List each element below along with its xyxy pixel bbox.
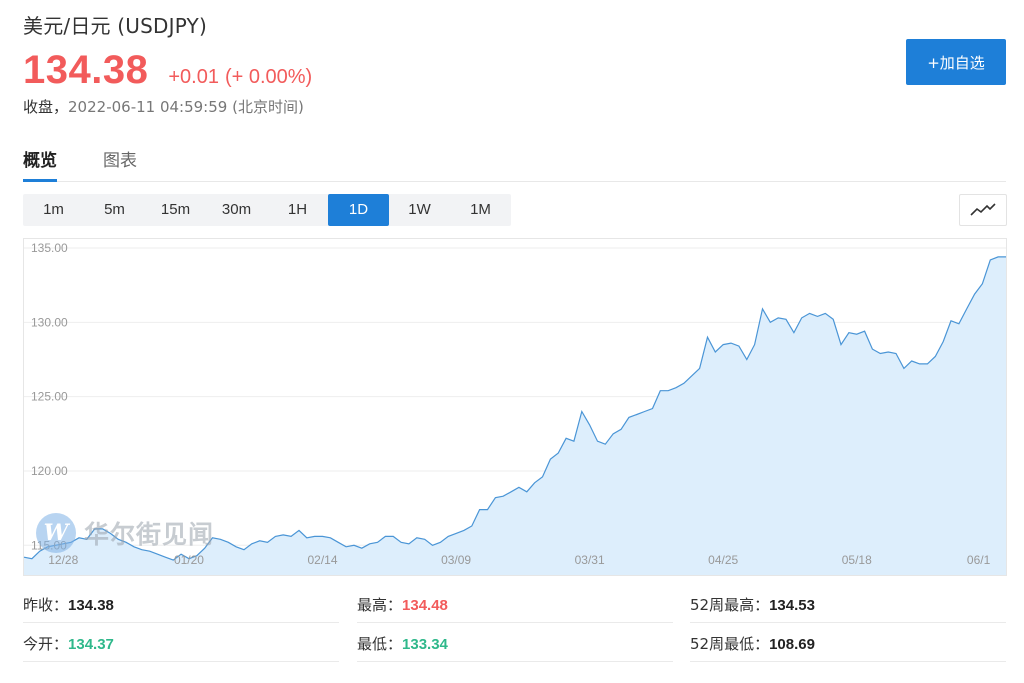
watermark: W 华尔街见闻 [36, 513, 214, 553]
period-30m[interactable]: 30m [221, 201, 252, 218]
x-tick-label: 05/18 [842, 553, 872, 567]
period-1h[interactable]: 1H [287, 201, 308, 218]
add-watchlist-button[interactable]: +加自选 [906, 39, 1006, 85]
stat-high52: 52周最高：134.53 [690, 594, 815, 615]
price-change: +0.01 (+ 0.00%) [168, 66, 312, 89]
x-tick-label: 04/25 [708, 553, 738, 567]
period-selector: 1m 5m 15m 30m 1H 1D 1W 1M [23, 194, 511, 226]
last-price: 134.38 [23, 48, 149, 92]
divider [690, 622, 1006, 623]
stat-prev-close-value: 134.38 [68, 597, 114, 614]
x-tick-label: 12/28 [48, 553, 78, 567]
y-tick-label: 125.00 [31, 390, 68, 404]
stat-prev-close-label: 昨收： [23, 596, 69, 614]
divider [23, 661, 339, 662]
watermark-text: 华尔街见闻 [84, 520, 215, 549]
stat-open: 今开：134.37 [23, 633, 114, 654]
change-percent: (+ 0.00%) [224, 66, 313, 88]
divider [23, 622, 339, 623]
divider [357, 661, 673, 662]
period-1m[interactable]: 1m [43, 201, 64, 218]
watermark-logo-icon: W [36, 513, 76, 553]
divider [357, 622, 673, 623]
divider [690, 661, 1006, 662]
price-chart[interactable]: 135.00130.00125.00120.00115.0012/2801/20… [23, 238, 1008, 578]
stat-low-label: 最低： [357, 635, 403, 653]
y-tick-label: 130.00 [31, 315, 68, 329]
stat-high52-value: 134.53 [769, 597, 815, 614]
price-row: 134.38 +0.01 (+ 0.00%) [23, 48, 312, 93]
stat-prev-close: 昨收：134.38 [23, 594, 114, 615]
stat-low: 最低：133.34 [357, 633, 448, 654]
stat-low-value: 133.34 [402, 636, 448, 653]
stat-high-label: 最高： [357, 596, 403, 614]
period-1mo[interactable]: 1M [470, 201, 491, 218]
stat-open-label: 今开： [23, 635, 69, 653]
x-tick-label: 03/31 [575, 553, 605, 567]
stat-low52-label: 52周最低： [690, 635, 770, 653]
stat-high52-label: 52周最高： [690, 596, 770, 614]
price-line [23, 256, 1006, 561]
y-tick-label: 135.00 [31, 241, 68, 255]
price-chart-svg: 135.00130.00125.00120.00115.0012/2801/20… [23, 238, 1007, 576]
status-label: 收盘， [23, 98, 69, 116]
status-time: 2022-06-11 04:59:59 (北京时间) [68, 98, 304, 116]
stat-high: 最高：134.48 [357, 594, 448, 615]
stat-low52-value: 108.69 [769, 636, 815, 653]
instrument-title: 美元/日元 (USDJPY) [23, 14, 207, 38]
x-tick-label: 03/09 [441, 553, 471, 567]
y-tick-label: 120.00 [31, 464, 68, 478]
tab-chart[interactable]: 图表 [103, 151, 137, 171]
period-5m[interactable]: 5m [104, 201, 125, 218]
period-15m[interactable]: 15m [160, 201, 191, 218]
x-tick-label: 06/1 [967, 553, 991, 567]
period-1d[interactable]: 1D [328, 194, 389, 226]
stat-high-value: 134.48 [402, 597, 448, 614]
change-value: +0.01 [168, 66, 219, 88]
line-chart-icon [970, 203, 996, 216]
x-tick-label: 02/14 [308, 553, 338, 567]
price-area [24, 256, 1006, 575]
tab-overview[interactable]: 概览 [23, 146, 57, 182]
stat-low52: 52周最低：108.69 [690, 633, 815, 654]
x-tick-label: 01/20 [174, 553, 204, 567]
stat-open-value: 134.37 [68, 636, 114, 653]
tab-bar: 概览 图表 [23, 140, 1006, 182]
chart-type-button[interactable] [959, 194, 1007, 226]
period-1w[interactable]: 1W [408, 201, 431, 218]
market-status: 收盘，2022-06-11 04:59:59 (北京时间) [23, 96, 304, 117]
